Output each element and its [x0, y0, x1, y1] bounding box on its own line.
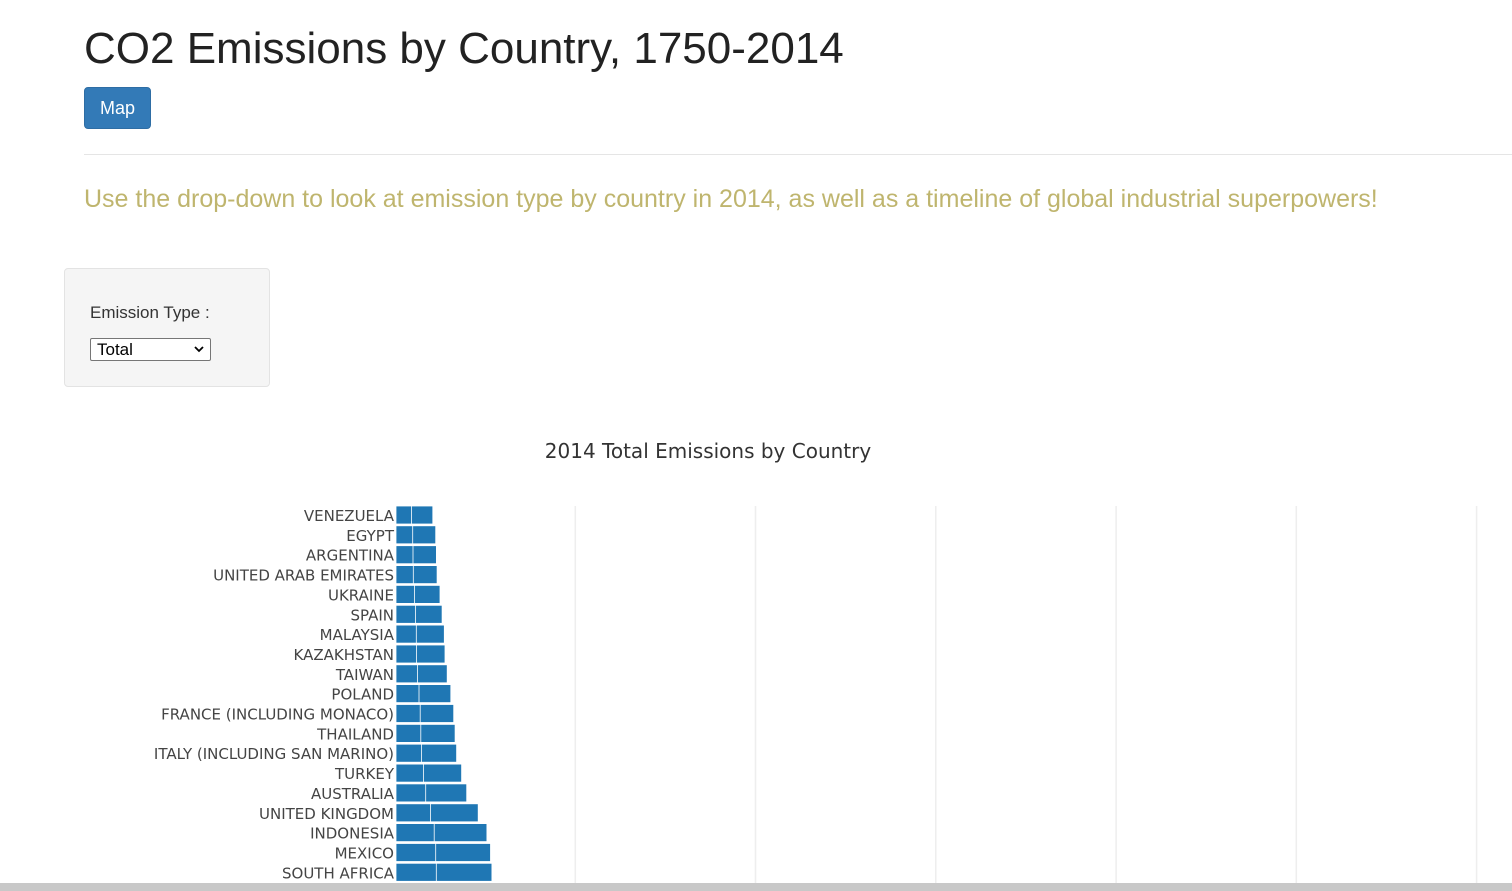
- emissions-bar-chart: 2014 Total Emissions by Country VENEZUEL…: [154, 439, 1478, 883]
- chart-category-labels: VENEZUELA EGYPT ARGENTINA UNITED ARAB EMIRA…: [154, 507, 395, 882]
- bar[interactable]: [395, 545, 437, 565]
- category-label: INDONESIA: [310, 825, 395, 843]
- emission-type-selected-value: Total: [97, 340, 133, 359]
- header-divider: [84, 154, 1512, 155]
- bar[interactable]: [395, 743, 457, 763]
- category-label: SPAIN: [350, 606, 394, 624]
- emission-filter-panel: Emission Type : Total: [64, 268, 270, 387]
- bar[interactable]: [395, 565, 438, 585]
- bar[interactable]: [395, 843, 491, 862]
- chart-bars: [395, 505, 493, 882]
- bar[interactable]: [395, 505, 434, 525]
- category-label: SOUTH AFRICA: [282, 864, 395, 882]
- bar[interactable]: [395, 624, 445, 644]
- category-label: VENEZUELA: [304, 507, 395, 525]
- horizontal-scrollbar[interactable]: [0, 883, 1512, 891]
- bar[interactable]: [395, 644, 446, 664]
- bar[interactable]: [395, 723, 456, 743]
- category-label: MALAYSIA: [320, 626, 395, 644]
- category-label: KAZAKHSTAN: [294, 646, 395, 664]
- category-label: ARGENTINA: [306, 547, 395, 565]
- bar[interactable]: [395, 862, 493, 882]
- category-label: ITALY (INCLUDING SAN MARINO): [154, 745, 394, 763]
- category-label: TAIWAN: [335, 666, 394, 684]
- category-label: THAILAND: [316, 725, 394, 743]
- category-label: MEXICO: [335, 845, 394, 863]
- chart-title: 2014 Total Emissions by Country: [545, 439, 872, 463]
- emission-type-label: Emission Type :: [90, 303, 210, 322]
- bar[interactable]: [395, 525, 437, 545]
- chart-gridlines: [574, 506, 1478, 883]
- bar[interactable]: [395, 604, 443, 624]
- category-label: FRANCE (INCLUDING MONACO): [161, 706, 394, 724]
- category-label: POLAND: [331, 686, 394, 704]
- category-label: UNITED ARAB EMIRATES: [213, 567, 394, 585]
- category-label: EGYPT: [346, 527, 395, 545]
- page-title: CO2 Emissions by Country, 1750-2014: [84, 24, 844, 73]
- bar[interactable]: [395, 803, 479, 823]
- bar[interactable]: [395, 664, 448, 684]
- emission-type-select[interactable]: Total: [90, 338, 211, 361]
- category-label: UNITED KINGDOM: [259, 805, 394, 823]
- bar[interactable]: [395, 763, 462, 783]
- bar[interactable]: [395, 704, 455, 723]
- bar[interactable]: [395, 584, 441, 604]
- intro-text: Use the drop-down to look at emission ty…: [84, 185, 1378, 213]
- bar[interactable]: [395, 823, 488, 843]
- map-button[interactable]: Map: [84, 87, 151, 129]
- bar[interactable]: [395, 783, 468, 803]
- chevron-down-icon: [194, 346, 204, 353]
- category-label: UKRAINE: [328, 586, 394, 604]
- bar[interactable]: [395, 684, 452, 704]
- category-label: AUSTRALIA: [311, 785, 395, 803]
- category-label: TURKEY: [334, 765, 395, 783]
